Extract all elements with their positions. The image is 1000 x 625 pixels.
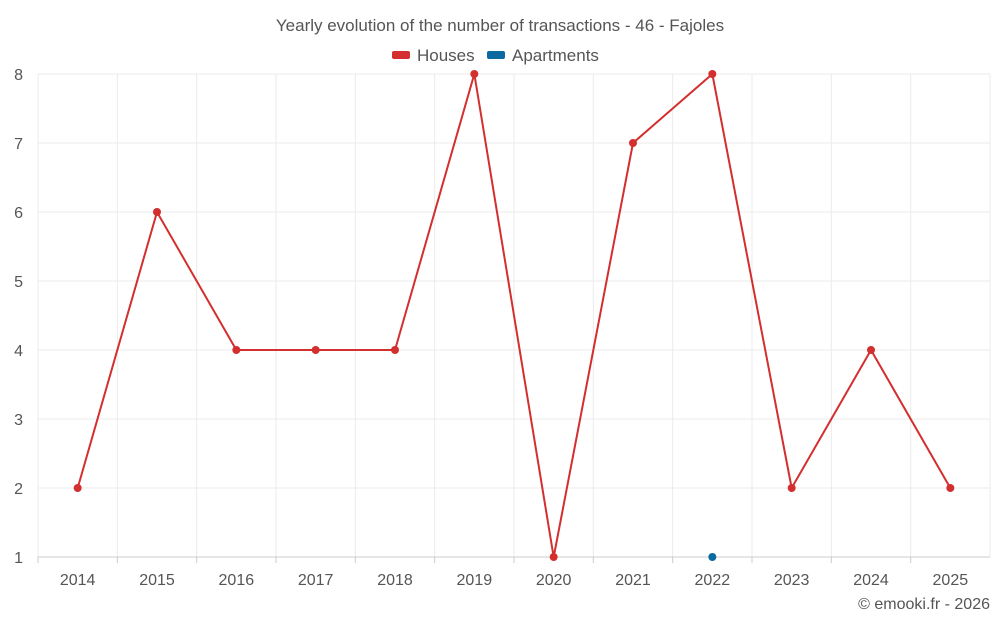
- data-point-houses-2018[interactable]: [391, 346, 399, 354]
- x-tick-label-2025: 2025: [933, 572, 969, 589]
- x-tick-label-2018: 2018: [377, 572, 413, 589]
- y-tick-label: 4: [14, 343, 23, 360]
- x-tick-label-2021: 2021: [615, 572, 651, 589]
- data-point-houses-2015[interactable]: [153, 208, 161, 216]
- y-tick-label: 6: [14, 205, 23, 222]
- data-point-apartments-2022[interactable]: [708, 553, 717, 561]
- x-tick-label-2020: 2020: [536, 572, 572, 589]
- y-tick-labels: 1 2 3 4 5 6 7 8: [14, 67, 23, 567]
- data-point-houses-2016[interactable]: [232, 346, 241, 354]
- data-point-houses-2023[interactable]: [787, 484, 796, 492]
- y-tick-label: 3: [14, 412, 23, 429]
- y-tick-label: 7: [14, 136, 23, 153]
- legend-item-houses[interactable]: Houses: [392, 46, 475, 65]
- data-point-houses-2020[interactable]: [549, 553, 558, 561]
- data-point-houses-2022[interactable]: [708, 70, 717, 78]
- legend-label-apartments: Apartments: [512, 46, 599, 65]
- chart-title: Yearly evolution of the number of transa…: [276, 16, 724, 35]
- x-tick-labels: 2014 2015 2016 2017 2018 2019 2020 2021 2022 2023…: [60, 572, 968, 589]
- legend-item-apartments[interactable]: Apartments: [487, 46, 599, 65]
- x-tick-label-2019: 2019: [457, 572, 493, 589]
- x-tick-label-2017: 2017: [298, 572, 334, 589]
- x-tick-label-2014: 2014: [60, 572, 96, 589]
- data-point-houses-2025[interactable]: [946, 484, 955, 492]
- data-point-houses-2019[interactable]: [470, 70, 479, 78]
- x-tick-label-2015: 2015: [139, 572, 175, 589]
- y-tick-label: 2: [14, 481, 23, 498]
- y-tick-label: 8: [14, 67, 23, 84]
- data-point-houses-2017[interactable]: [311, 346, 320, 354]
- data-point-houses-2024[interactable]: [867, 346, 875, 354]
- legend-label-houses: Houses: [417, 46, 475, 65]
- y-tick-label: 1: [14, 550, 23, 567]
- x-tick-label-2023: 2023: [774, 572, 810, 589]
- series-line-houses: [76, 73, 952, 558]
- legend-swatch-apartments: [487, 51, 505, 59]
- x-tick-label-2016: 2016: [219, 572, 255, 589]
- y-tick-label: 5: [14, 274, 23, 291]
- axes: [37, 556, 990, 563]
- data-point-houses-2021[interactable]: [629, 139, 637, 147]
- data-point-houses-2014[interactable]: [73, 484, 82, 492]
- x-tick-label-2022: 2022: [695, 572, 731, 589]
- legend-swatch-houses: [392, 51, 410, 59]
- legend: Houses Apartments: [392, 46, 599, 65]
- series: [73, 70, 955, 561]
- x-tick-label-2024: 2024: [853, 572, 889, 589]
- credit-text: © emooki.fr - 2026: [858, 596, 990, 613]
